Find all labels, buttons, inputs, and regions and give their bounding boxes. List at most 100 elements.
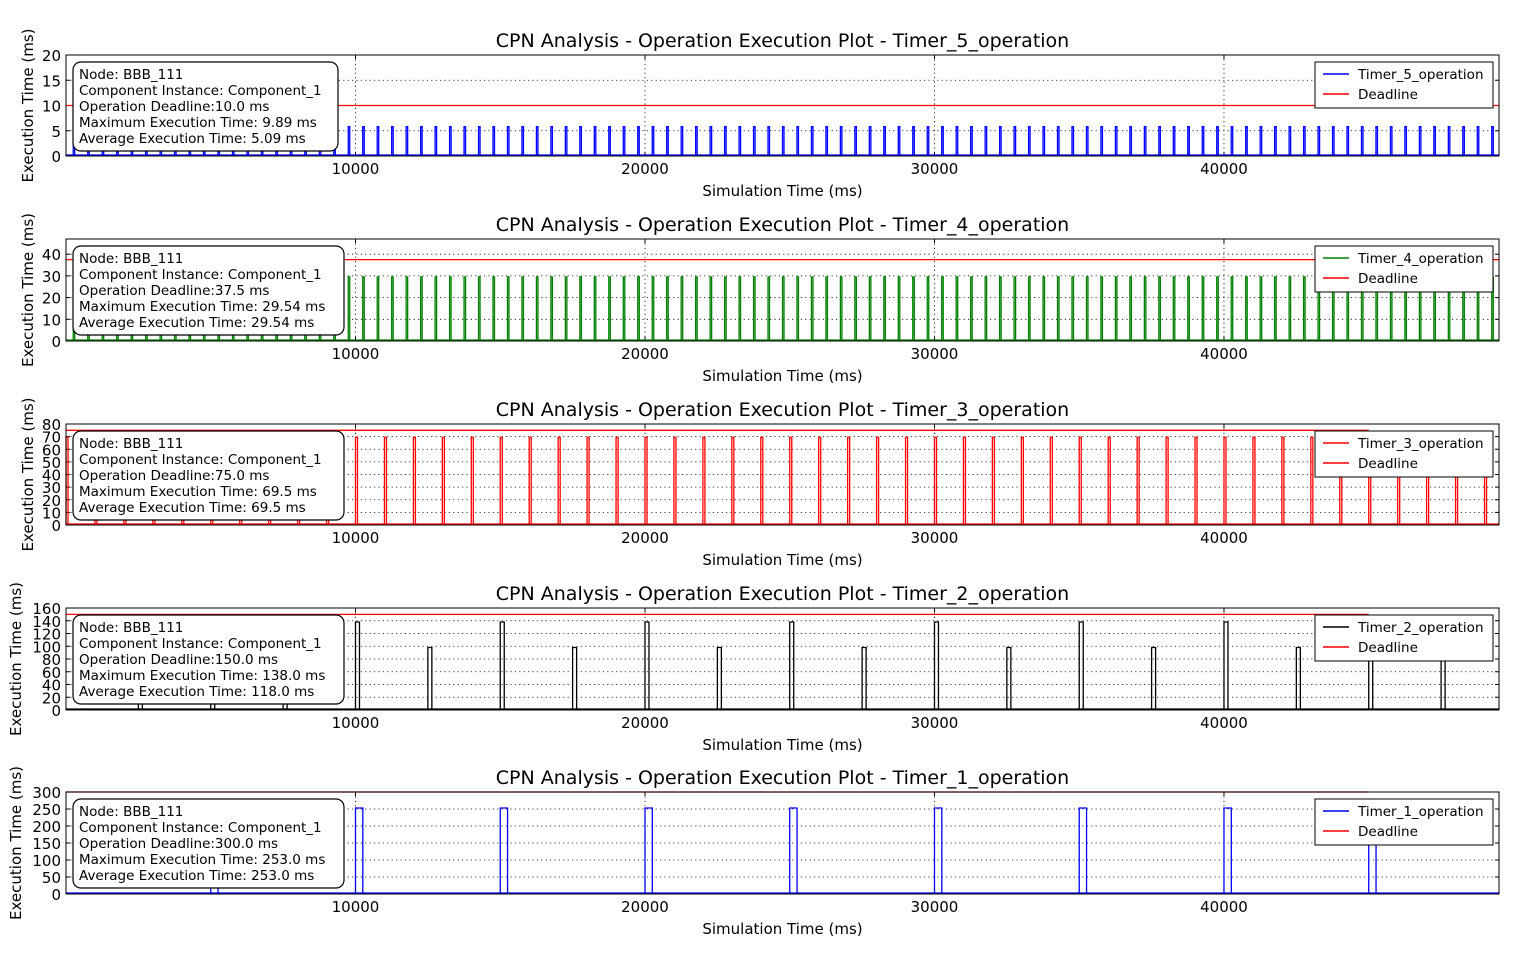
pulse-mark xyxy=(1006,646,1012,709)
pulse-mark xyxy=(970,276,973,340)
y-tick-label: 5 xyxy=(51,123,61,141)
pulse-mark xyxy=(926,276,930,340)
legend-label: Deadline xyxy=(1358,824,1418,840)
pulse-mark xyxy=(1273,126,1277,155)
pulse-mark xyxy=(477,126,481,155)
pulse-mark xyxy=(767,276,771,340)
pulse-mark xyxy=(521,126,525,155)
legend-box xyxy=(1314,798,1494,846)
x-tick-label: 20000 xyxy=(621,898,669,916)
pulse-mark xyxy=(883,276,886,340)
pulse-mark xyxy=(1404,126,1408,155)
pulse-mark xyxy=(434,276,438,340)
legend-label: Deadline xyxy=(1358,640,1418,656)
pulse-mark xyxy=(1302,276,1306,340)
pulse-mark xyxy=(1216,126,1219,155)
pulse-mark xyxy=(1230,126,1234,155)
pulse-mark xyxy=(499,621,505,709)
y-tick-label: 40 xyxy=(42,677,61,695)
subplot-3: CPN Analysis - Operation Execution Plot … xyxy=(19,398,1500,569)
pulse-mark xyxy=(376,276,380,340)
pulse-mark xyxy=(1447,126,1451,155)
x-tick-label: 30000 xyxy=(911,345,959,363)
x-tick-label: 20000 xyxy=(621,160,669,178)
pulse-mark xyxy=(955,126,959,155)
info-line: Component Instance: Component_1 xyxy=(79,83,322,99)
pulse-mark xyxy=(1136,436,1140,524)
pulse-mark xyxy=(955,276,959,340)
pulse-mark xyxy=(1049,436,1053,524)
y-tick-label: 0 xyxy=(51,148,61,166)
legend-label: Timer_4_operation xyxy=(1357,251,1484,267)
pulse-mark xyxy=(716,646,723,709)
chart-title: CPN Analysis - Operation Execution Plot … xyxy=(496,399,1069,421)
y-tick-label: 0 xyxy=(51,333,61,351)
pulse-mark xyxy=(615,436,619,524)
pulse-mark xyxy=(861,646,867,709)
pulse-mark xyxy=(731,436,735,524)
x-axis-label: Simulation Time (ms) xyxy=(702,736,862,754)
y-tick-label: 30 xyxy=(42,268,61,286)
pulse-mark xyxy=(499,436,503,524)
x-tick-label: 40000 xyxy=(1200,529,1248,547)
pulse-mark xyxy=(586,436,590,524)
pulse-mark xyxy=(912,126,915,155)
plot-frame xyxy=(65,423,1500,526)
x-tick-label: 30000 xyxy=(911,529,959,547)
subplot-2: CPN Analysis - Operation Execution Plot … xyxy=(19,213,1500,385)
subplot-1: CPN Analysis - Operation Execution Plot … xyxy=(19,29,1500,200)
pulse-mark xyxy=(1389,126,1393,155)
pulse-mark xyxy=(825,126,829,155)
pulse-mark xyxy=(680,276,684,340)
pulse-mark xyxy=(1375,126,1379,155)
y-tick-label: 140 xyxy=(32,613,61,631)
pulse-mark xyxy=(666,276,669,340)
pulse-mark xyxy=(1317,126,1321,155)
pulse-mark xyxy=(1056,276,1060,340)
pulse-mark xyxy=(666,126,669,155)
legend-label: Deadline xyxy=(1358,87,1418,103)
x-tick-label: 20000 xyxy=(621,529,669,547)
pulse-mark xyxy=(839,126,843,155)
chart-title: CPN Analysis - Operation Execution Plot … xyxy=(496,767,1069,789)
pulse-mark xyxy=(868,126,872,155)
pulse-mark xyxy=(644,807,653,893)
pulse-mark xyxy=(463,276,467,340)
pulse-mark xyxy=(854,126,858,155)
pulse-mark xyxy=(781,126,785,155)
y-tick-label: 300 xyxy=(32,784,61,802)
pulse-mark xyxy=(897,276,901,340)
pulse-mark xyxy=(1295,646,1301,709)
pulse-mark xyxy=(362,126,365,155)
legend-box xyxy=(1314,245,1494,293)
pulse-mark xyxy=(1302,126,1306,155)
pulse-mark xyxy=(1476,126,1480,155)
pulse-mark xyxy=(1114,126,1118,155)
info-line: Average Execution Time: 253.0 ms xyxy=(79,868,314,884)
info-line: Maximum Execution Time: 253.0 ms xyxy=(79,852,325,868)
x-tick-label: 40000 xyxy=(1200,714,1248,732)
pulse-mark xyxy=(506,276,510,340)
pulse-mark xyxy=(550,276,554,340)
info-box xyxy=(72,245,345,336)
pulse-mark xyxy=(419,276,423,340)
info-line: Node: BBB_111 xyxy=(79,436,183,452)
pulse-mark xyxy=(998,126,1002,155)
pulse-mark xyxy=(564,276,568,340)
pulse-mark xyxy=(1194,436,1198,524)
legend-label: Timer_3_operation xyxy=(1357,436,1484,452)
x-tick-label: 20000 xyxy=(621,714,669,732)
y-tick-label: 0 xyxy=(51,886,61,904)
info-line: Operation Deadline:150.0 ms xyxy=(79,652,278,668)
pulse-mark xyxy=(622,276,626,340)
pulse-mark xyxy=(1216,276,1219,340)
pulse-mark xyxy=(1042,126,1046,155)
pulse-mark xyxy=(593,276,597,340)
pulse-mark xyxy=(789,436,793,524)
chart-title: CPN Analysis - Operation Execution Plot … xyxy=(496,583,1069,605)
pulse-mark xyxy=(1150,646,1157,709)
info-line: Component Instance: Component_1 xyxy=(79,452,322,468)
pulse-mark xyxy=(933,436,938,524)
y-tick-label: 200 xyxy=(32,818,61,836)
pulse-mark xyxy=(362,276,365,340)
